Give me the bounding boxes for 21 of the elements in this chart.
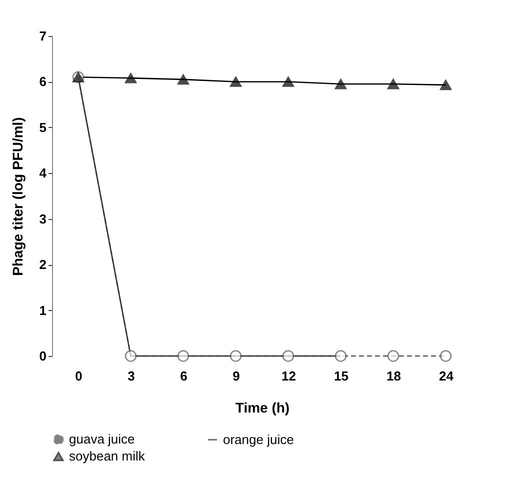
x-tick-label: 15 xyxy=(334,368,348,384)
x-tick-label: 12 xyxy=(282,368,296,384)
legend-label: orange juice xyxy=(223,432,294,447)
legend-label: guava juice xyxy=(69,432,135,447)
y-tick-label: 1 xyxy=(39,302,46,318)
y-tick-label: 3 xyxy=(39,211,46,226)
y-tick-label: 6 xyxy=(39,74,46,90)
x-tick-label: 18 xyxy=(386,368,401,384)
x-tick-label: 3 xyxy=(128,368,135,384)
legend-label: soybean milk xyxy=(69,448,146,464)
y-tick-label: 5 xyxy=(39,120,46,135)
x-tick-label: 6 xyxy=(180,368,188,384)
y-tick-label: 4 xyxy=(39,166,48,181)
x-axis-title: Time (h) xyxy=(235,400,290,416)
x-tick-label: 24 xyxy=(439,368,454,384)
y-axis-title: Phage titer (log PFU/ml) xyxy=(9,117,26,276)
x-tick-label: 0 xyxy=(75,368,82,384)
y-tick-label: 7 xyxy=(39,28,46,44)
y-tick-label: 0 xyxy=(39,348,46,364)
y-tick-label: 2 xyxy=(39,257,46,272)
x-tick-label: 9 xyxy=(232,368,240,384)
